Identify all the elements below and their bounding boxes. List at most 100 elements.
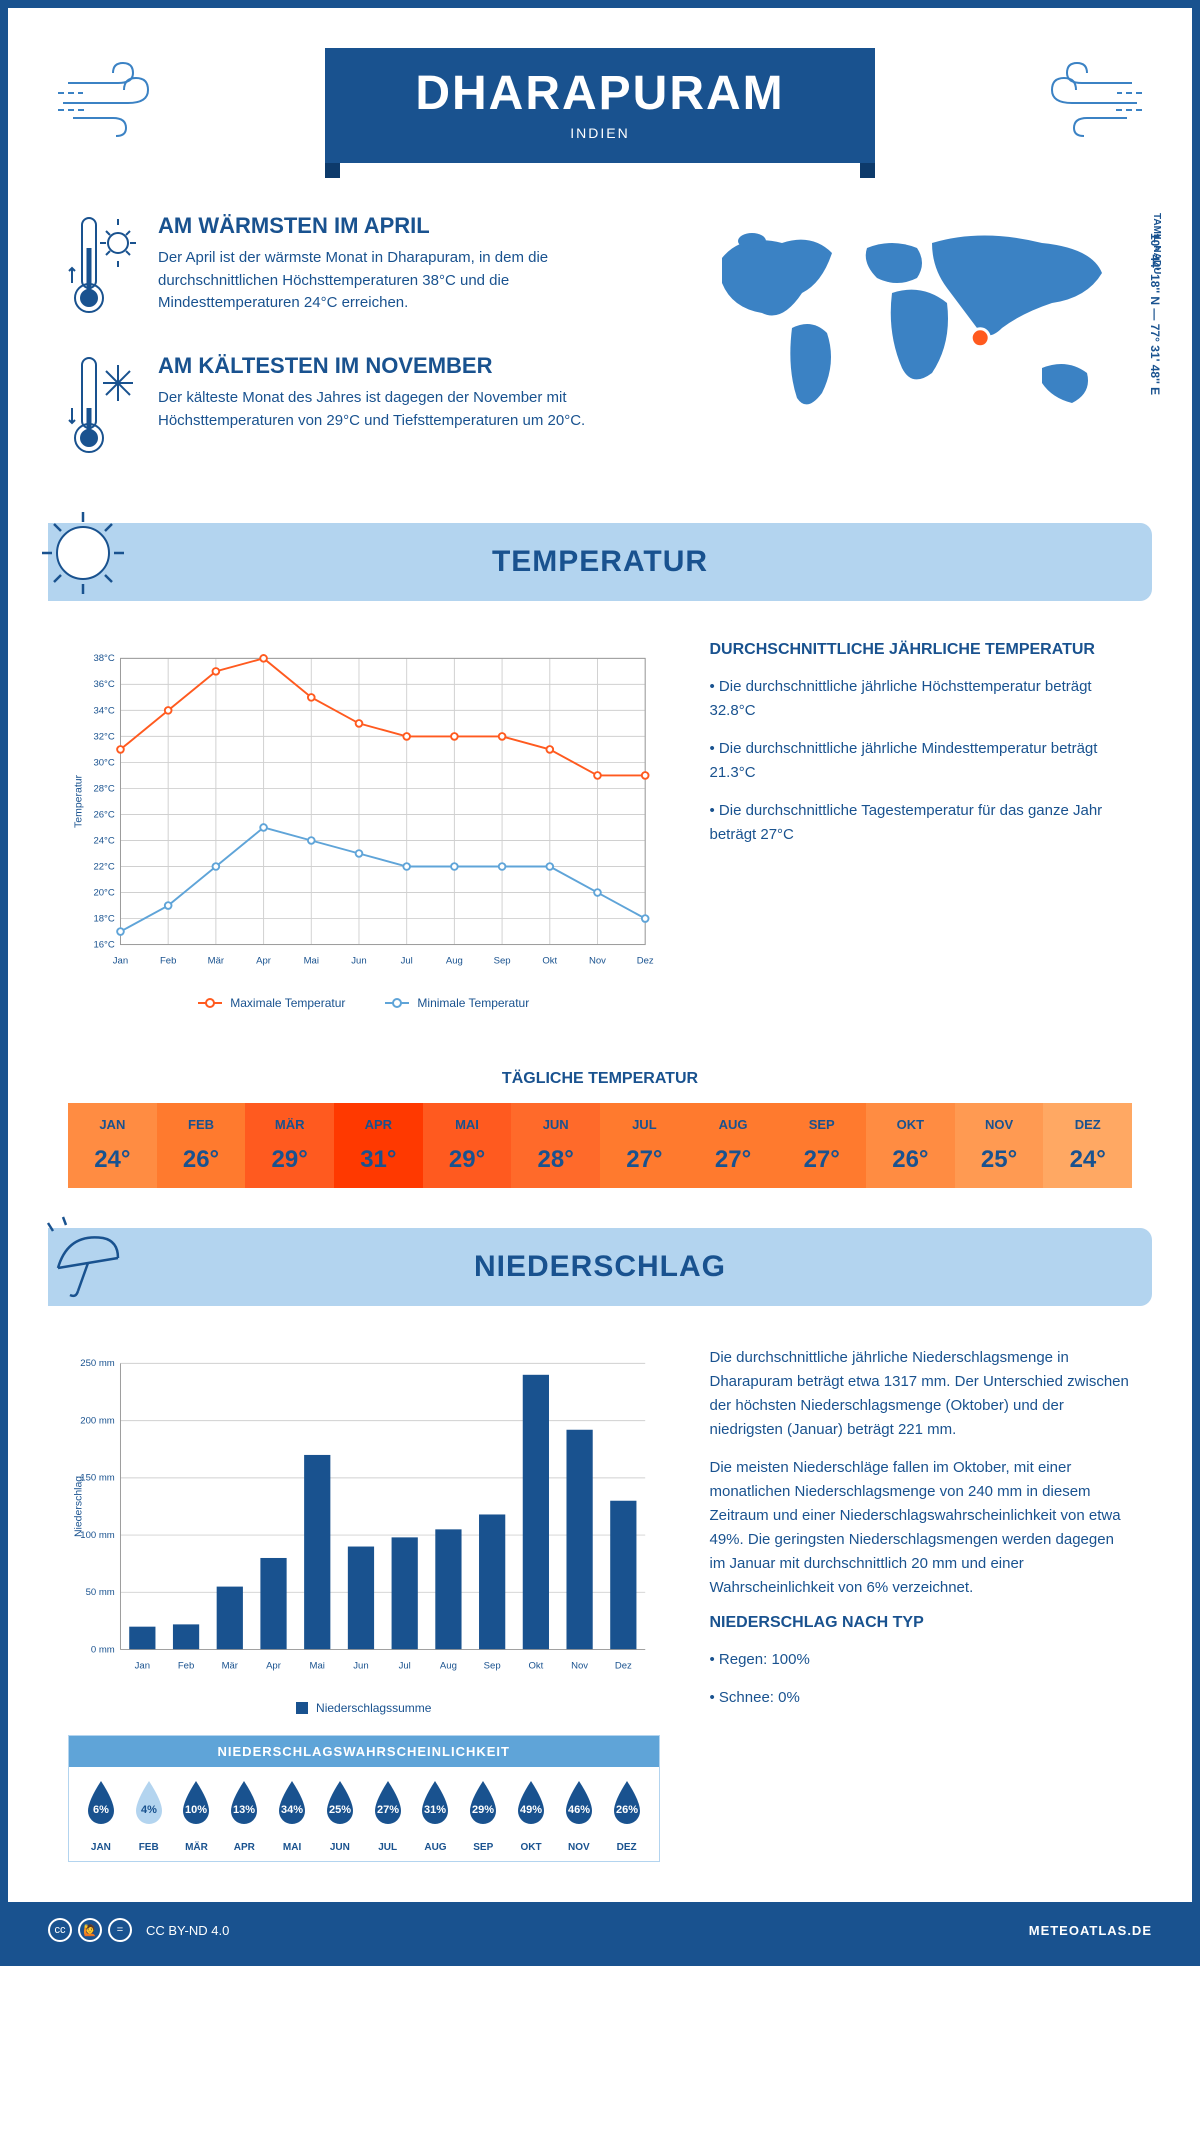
svg-text:Apr: Apr xyxy=(266,1661,282,1672)
map-area: TAMIL NADU 10° 44' 18'' N — 77° 31' 48''… xyxy=(692,213,1132,493)
precip-section-title: NIEDERSCHLAG xyxy=(474,1250,726,1283)
svg-text:50 mm: 50 mm xyxy=(86,1587,115,1598)
svg-text:Sep: Sep xyxy=(494,956,511,967)
svg-text:Niederschlag: Niederschlag xyxy=(73,1476,84,1537)
cc-icon: cc xyxy=(48,1918,72,1942)
precip-chart-area: 0 mm50 mm100 mm150 mm200 mm250 mmJanFebM… xyxy=(68,1346,660,1862)
svg-text:4%: 4% xyxy=(141,1804,157,1816)
temp-cell: OKT26° xyxy=(866,1103,955,1188)
svg-text:26%: 26% xyxy=(616,1804,638,1816)
avg-b3: • Die durchschnittliche Tagestemperatur … xyxy=(710,799,1133,847)
drop-cell: 25% JUN xyxy=(316,1779,364,1853)
raindrop-icon: 49% xyxy=(512,1779,550,1827)
svg-text:Mai: Mai xyxy=(310,1661,325,1672)
umbrella-icon xyxy=(38,1213,128,1303)
coldest-block: AM KÄLTESTEN IM NOVEMBER Der kälteste Mo… xyxy=(68,353,652,463)
precip-text-area: Die durchschnittliche jährliche Niedersc… xyxy=(710,1346,1133,1862)
temp-cell: MAI29° xyxy=(423,1103,512,1188)
thermometer-hot-icon xyxy=(68,213,138,323)
svg-text:Dez: Dez xyxy=(637,956,654,967)
raindrop-icon: 27% xyxy=(369,1779,407,1827)
svg-text:Jun: Jun xyxy=(353,1661,368,1672)
svg-text:27%: 27% xyxy=(377,1804,399,1816)
temp-cell: MÄR29° xyxy=(245,1103,334,1188)
temp-section-title: TEMPERATUR xyxy=(492,545,708,578)
svg-text:250 mm: 250 mm xyxy=(80,1358,114,1369)
drop-cell: 31% AUG xyxy=(412,1779,460,1853)
temp-text-area: DURCHSCHNITTLICHE JÄHRLICHE TEMPERATUR •… xyxy=(710,641,1133,1010)
drop-cell: 10% MÄR xyxy=(173,1779,221,1853)
temp-cell: SEP27° xyxy=(777,1103,866,1188)
raindrop-icon: 34% xyxy=(273,1779,311,1827)
drop-cell: 46% NOV xyxy=(555,1779,603,1853)
world-map-icon xyxy=(692,213,1132,453)
svg-text:28°C: 28°C xyxy=(93,783,114,794)
license-block: cc 🙋 = CC BY-ND 4.0 xyxy=(48,1918,229,1942)
temp-cell: AUG27° xyxy=(689,1103,778,1188)
svg-text:Dez: Dez xyxy=(615,1661,632,1672)
sun-icon xyxy=(38,508,128,598)
raindrop-icon: 4% xyxy=(130,1779,168,1827)
svg-text:24°C: 24°C xyxy=(93,835,114,846)
svg-text:Mär: Mär xyxy=(208,956,225,967)
thermometer-cold-icon xyxy=(68,353,138,463)
svg-text:Okt: Okt xyxy=(528,1661,543,1672)
warmest-text: Der April ist der wärmste Monat in Dhara… xyxy=(158,247,652,315)
svg-text:30°C: 30°C xyxy=(93,757,114,768)
coldest-title: AM KÄLTESTEN IM NOVEMBER xyxy=(158,353,652,379)
svg-text:150 mm: 150 mm xyxy=(80,1473,114,1484)
raindrop-icon: 10% xyxy=(177,1779,215,1827)
drop-cell: 26% DEZ xyxy=(603,1779,651,1853)
svg-text:Jun: Jun xyxy=(351,956,366,967)
precip-p1: Die durchschnittliche jährliche Niedersc… xyxy=(710,1346,1133,1442)
svg-text:49%: 49% xyxy=(520,1804,542,1816)
svg-text:Jul: Jul xyxy=(401,956,413,967)
summary-row: AM WÄRMSTEN IM APRIL Der April ist der w… xyxy=(8,193,1192,523)
drop-cell: 34% MAI xyxy=(268,1779,316,1853)
drop-cell: 4% FEB xyxy=(125,1779,173,1853)
svg-text:32°C: 32°C xyxy=(93,731,114,742)
svg-text:Nov: Nov xyxy=(589,956,606,967)
warmest-title: AM WÄRMSTEN IM APRIL xyxy=(158,213,652,239)
location-marker-icon xyxy=(971,329,989,347)
site-name: METEOATLAS.DE xyxy=(1029,1923,1152,1938)
wind-icon-left xyxy=(58,58,178,138)
temp-cell: JUN28° xyxy=(511,1103,600,1188)
svg-text:Sep: Sep xyxy=(484,1661,501,1672)
temp-line-chart: 16°C18°C20°C22°C24°C26°C28°C30°C32°C34°C… xyxy=(68,641,660,981)
city-name: DHARAPURAM xyxy=(415,66,784,121)
precip-type-title: NIEDERSCHLAG NACH TYP xyxy=(710,1614,1133,1632)
by-icon: 🙋 xyxy=(78,1918,102,1942)
svg-text:26°C: 26°C xyxy=(93,809,114,820)
svg-text:16°C: 16°C xyxy=(93,939,114,950)
precip-type1: • Regen: 100% xyxy=(710,1648,1133,1672)
raindrop-icon: 46% xyxy=(560,1779,598,1827)
precip-legend: Niederschlagssumme xyxy=(68,1701,660,1715)
svg-text:Mai: Mai xyxy=(304,956,319,967)
precip-bar-chart: 0 mm50 mm100 mm150 mm200 mm250 mmJanFebM… xyxy=(68,1346,660,1686)
svg-text:20°C: 20°C xyxy=(93,887,114,898)
svg-text:18°C: 18°C xyxy=(93,913,114,924)
precip-prob-box: NIEDERSCHLAGSWAHRSCHEINLICHKEIT 6% JAN 4… xyxy=(68,1735,660,1862)
header: DHARAPURAM INDIEN xyxy=(8,8,1192,193)
daily-temp-table: JAN24°FEB26°MÄR29°APR31°MAI29°JUN28°JUL2… xyxy=(68,1103,1132,1188)
temp-cell: NOV25° xyxy=(955,1103,1044,1188)
svg-text:Apr: Apr xyxy=(256,956,272,967)
temp-cell: APR31° xyxy=(334,1103,423,1188)
drop-cell: 13% APR xyxy=(220,1779,268,1853)
daily-temp-title: TÄGLICHE TEMPERATUR xyxy=(8,1070,1192,1088)
svg-text:29%: 29% xyxy=(472,1804,494,1816)
svg-text:46%: 46% xyxy=(568,1804,590,1816)
precip-p2: Die meisten Niederschläge fallen im Okto… xyxy=(710,1456,1133,1600)
raindrop-icon: 26% xyxy=(608,1779,646,1827)
svg-text:Mär: Mär xyxy=(222,1661,239,1672)
svg-text:Nov: Nov xyxy=(571,1661,588,1672)
svg-text:Jan: Jan xyxy=(113,956,128,967)
svg-text:Temperatur: Temperatur xyxy=(73,774,84,828)
drop-cell: 49% OKT xyxy=(507,1779,555,1853)
precip-type2: • Schnee: 0% xyxy=(710,1686,1133,1710)
temp-content: 16°C18°C20°C22°C24°C26°C28°C30°C32°C34°C… xyxy=(8,601,1192,1050)
temp-cell: JAN24° xyxy=(68,1103,157,1188)
infographic-container: DHARAPURAM INDIEN xyxy=(0,0,1200,1966)
temp-section-header: TEMPERATUR xyxy=(48,523,1152,601)
